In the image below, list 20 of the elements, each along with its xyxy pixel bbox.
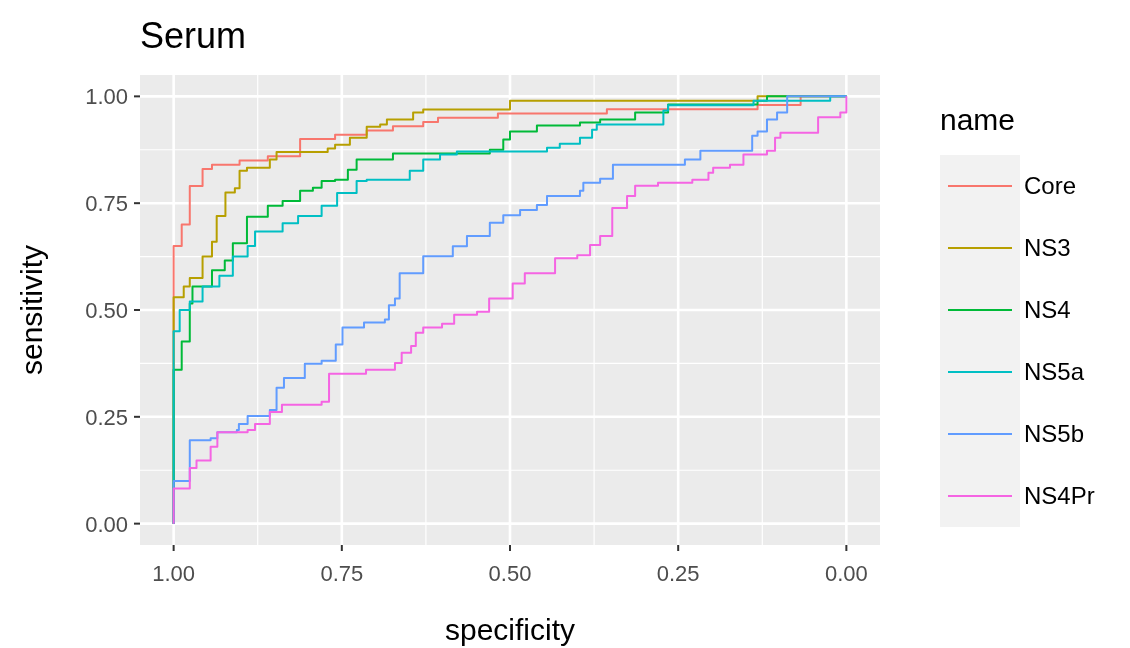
chart-title: Serum [140, 15, 247, 56]
x-tick-label: 0.75 [320, 561, 364, 586]
legend-label: NS3 [1024, 234, 1071, 261]
y-axis-title: sensitivity [15, 244, 48, 376]
x-tick-label: 0.50 [488, 561, 532, 586]
legend-label: NS5a [1024, 358, 1085, 385]
legend-label: NS4Pr [1024, 482, 1095, 509]
x-tick-label: 1.00 [152, 561, 196, 586]
x-tick-label: 0.00 [824, 561, 868, 586]
y-tick-label: 0.00 [85, 511, 128, 537]
legend-label: Core [1024, 172, 1077, 199]
y-tick-label: 0.50 [85, 298, 128, 323]
legend-label: NS5b [1024, 420, 1085, 447]
x-tick-label: 0.25 [656, 561, 700, 586]
legend-label: NS4 [1024, 296, 1071, 323]
y-tick-label: 1.00 [85, 84, 128, 110]
x-axis-title: specificity [444, 613, 576, 646]
y-tick-label: 0.75 [85, 191, 128, 217]
legend-title: name [940, 103, 1016, 136]
y-tick-label: 0.25 [85, 404, 128, 430]
